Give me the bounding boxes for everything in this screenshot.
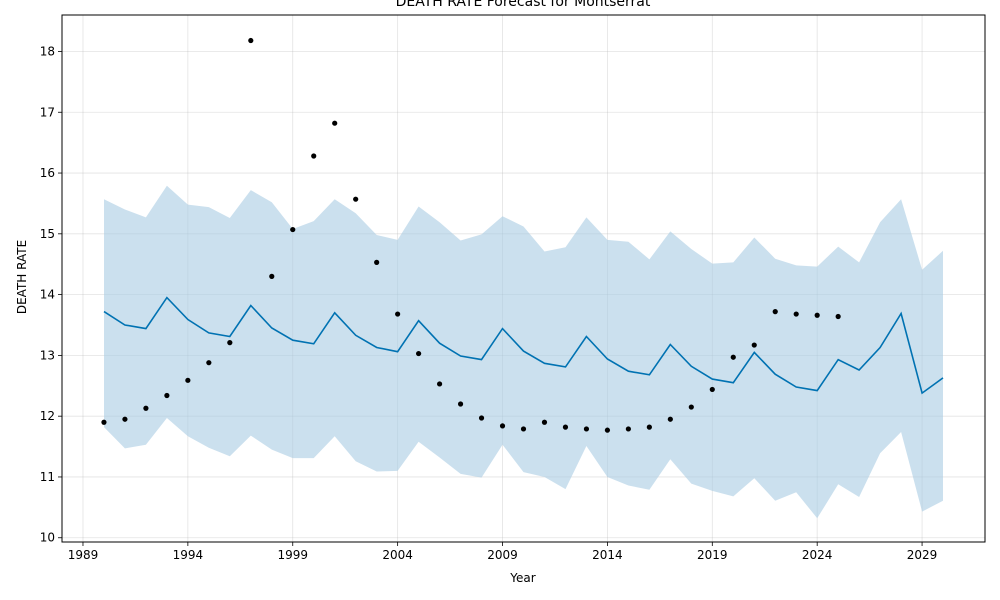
observed-point	[395, 311, 401, 317]
observed-point	[541, 419, 548, 425]
observed-point	[499, 423, 506, 429]
observed-point	[835, 313, 841, 320]
y-axis-label: DEATH RATE	[15, 240, 29, 314]
observed-point	[709, 386, 715, 393]
observed-point	[248, 37, 254, 44]
y-tick-label: 14	[40, 288, 55, 302]
y-tick-label: 17	[40, 105, 55, 119]
interval-area	[104, 185, 943, 519]
observed-point	[185, 377, 191, 383]
observed-point	[416, 350, 422, 357]
y-tick-label: 11	[40, 470, 55, 484]
observed-point	[730, 354, 736, 360]
observed-point	[625, 426, 631, 432]
y-tick-label: 15	[40, 227, 55, 241]
observed-point	[436, 381, 443, 387]
observed-point	[793, 311, 799, 317]
observed-point	[311, 153, 317, 159]
x-tick-label: 2014	[592, 548, 623, 562]
observed-point	[332, 120, 338, 126]
observed-point	[772, 309, 778, 315]
observed-point	[374, 259, 380, 265]
x-tick-label: 1994	[173, 548, 204, 562]
observed-point	[457, 401, 464, 407]
observed-point	[688, 404, 694, 410]
forecast-line	[103, 296, 944, 395]
observed-point	[667, 416, 673, 422]
confidence-band	[104, 185, 943, 519]
observed-point	[646, 424, 652, 430]
x-tick-label: 2024	[802, 548, 833, 562]
y-axis-ticks: 10 11 12 13 14 15 16 17 18	[40, 44, 62, 545]
chart-title: DEATH RATE Forecast for Montserrat	[396, 0, 651, 10]
observed-point	[269, 273, 275, 279]
x-axis-ticks: 1989 1994 1999 2004 2009 2014 2019 2024 2029	[68, 542, 938, 562]
x-axis-label: Year	[509, 571, 535, 585]
x-tick-label: 1999	[277, 548, 308, 562]
observed-point	[122, 416, 128, 422]
x-tick-label: 2004	[382, 548, 413, 562]
observed-points	[101, 37, 841, 433]
y-tick-label: 18	[40, 44, 55, 58]
observed-point	[520, 426, 527, 432]
observed-point	[751, 342, 757, 348]
y-tick-label: 13	[40, 348, 55, 362]
observed-point	[478, 415, 485, 421]
observed-point	[562, 424, 569, 430]
observed-point	[583, 426, 590, 432]
observed-point	[164, 392, 170, 399]
observed-point	[101, 419, 107, 425]
y-tick-label: 12	[40, 409, 55, 423]
observed-point	[206, 360, 212, 366]
observed-point	[604, 427, 611, 433]
y-tick-label: 10	[40, 531, 55, 545]
observed-point	[227, 340, 233, 346]
observed-point	[290, 226, 296, 233]
plot-frame	[61, 14, 986, 543]
y-tick-label: 16	[40, 166, 55, 180]
observed-point	[814, 312, 820, 318]
observed-point	[143, 405, 149, 411]
x-tick-label: 1989	[68, 548, 99, 562]
x-tick-label: 2009	[487, 548, 518, 562]
x-tick-label: 2029	[907, 548, 938, 562]
x-tick-label: 2019	[697, 548, 728, 562]
observed-point	[353, 196, 359, 202]
forecast-series-line	[103, 296, 944, 395]
